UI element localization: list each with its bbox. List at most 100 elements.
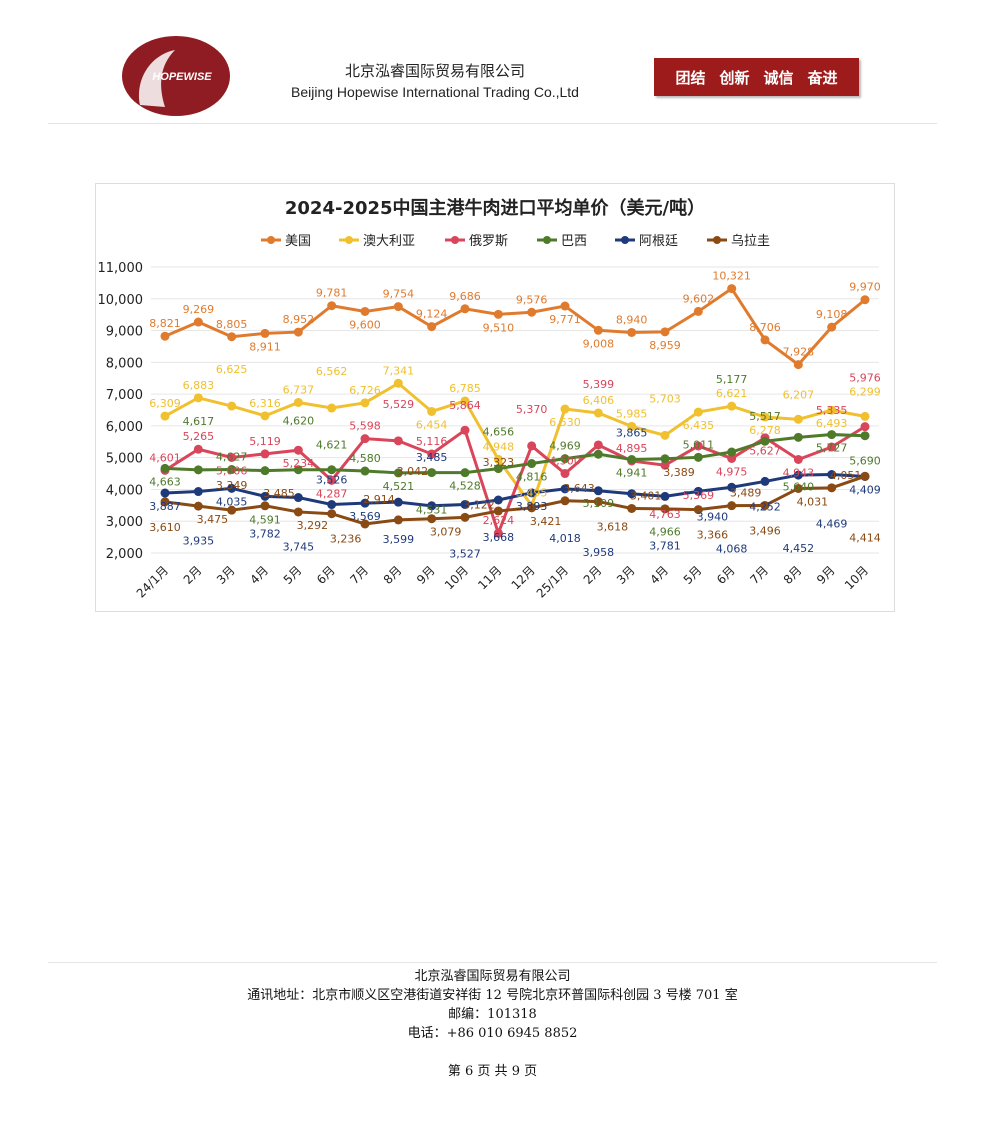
data-label: 4,663	[149, 475, 181, 488]
data-point	[160, 463, 170, 473]
legend-item: 俄罗斯	[445, 234, 508, 249]
data-point	[393, 468, 403, 478]
data-point	[293, 493, 303, 503]
data-label: 3,781	[649, 539, 681, 552]
data-point	[527, 488, 537, 498]
data-label: 3,599	[383, 533, 415, 546]
data-label: 9,602	[683, 292, 715, 305]
data-label: 3,893	[516, 500, 548, 513]
data-point	[827, 405, 837, 415]
data-label: 4,763	[649, 508, 681, 521]
data-point	[827, 442, 837, 452]
data-label: 3,485	[416, 451, 448, 464]
data-label: 4,816	[516, 471, 548, 484]
data-label: 4,531	[416, 504, 448, 517]
x-tick-label: 6月	[714, 563, 738, 587]
data-label: 3,401	[630, 489, 662, 502]
x-tick-label: 4月	[247, 563, 271, 587]
data-label: 3,610	[149, 521, 181, 534]
data-label: 3,236	[330, 533, 362, 546]
data-label: 3,865	[616, 427, 648, 440]
data-label: 8,706	[749, 321, 781, 334]
data-label: 5,864	[449, 399, 481, 412]
data-point	[293, 465, 303, 475]
data-point	[360, 306, 370, 316]
data-point	[427, 406, 437, 416]
x-tick-label: 10月	[842, 563, 871, 592]
data-label: 4,943	[783, 466, 815, 479]
data-point	[493, 454, 503, 464]
data-point	[293, 397, 303, 407]
chart-title: 2024-2025中国主港牛肉进口平均单价（美元/吨）	[285, 197, 705, 219]
data-point	[527, 307, 537, 317]
data-point	[560, 454, 570, 464]
y-tick-label: 3,000	[106, 515, 143, 530]
data-label: 4,252	[749, 500, 781, 513]
y-tick-label: 9,000	[106, 325, 143, 340]
footer-address: 通讯地址：北京市顺义区空港街道安祥街 12 号院北京环普国际科创园 3 号楼 7…	[247, 988, 738, 1003]
data-point	[593, 486, 603, 496]
data-point	[260, 411, 270, 421]
x-tick-label: 6月	[314, 563, 338, 587]
page-number: 第 6 页 共 9 页	[447, 1064, 538, 1079]
data-label: 3,475	[197, 513, 229, 526]
footer-company: 北京泓睿国际贸易有限公司	[414, 969, 571, 984]
data-label: 3,292	[297, 519, 329, 532]
data-point	[860, 411, 870, 421]
legend-item: 巴西	[537, 234, 587, 249]
data-point	[327, 475, 337, 485]
x-tick-label: 10月	[442, 563, 471, 592]
data-point	[693, 306, 703, 316]
data-point	[393, 497, 403, 507]
hopewise-logo: HOPEWISE	[122, 36, 230, 116]
data-label: 5,119	[249, 435, 281, 448]
data-point	[327, 509, 337, 519]
data-point	[660, 454, 670, 464]
data-label: 5,116	[416, 435, 448, 448]
data-point	[827, 430, 837, 440]
svg-text:俄罗斯: 俄罗斯	[469, 234, 508, 249]
data-point	[727, 482, 737, 492]
data-label: 9,781	[316, 287, 348, 300]
data-point	[493, 506, 503, 516]
data-label: 4,521	[383, 480, 415, 493]
data-label: 5,690	[849, 455, 881, 468]
data-label: 6,316	[249, 397, 281, 410]
slogan: 创新	[719, 68, 750, 87]
legend-item: 美国	[261, 234, 311, 249]
data-point	[593, 449, 603, 459]
data-point	[460, 512, 470, 522]
data-point	[727, 284, 737, 294]
data-point	[327, 403, 337, 413]
data-label: 3,569	[349, 510, 381, 523]
data-label: 4,452	[783, 542, 815, 555]
data-label: 4,051	[830, 469, 862, 482]
data-point	[793, 483, 803, 493]
data-point	[393, 515, 403, 525]
data-point	[193, 487, 203, 497]
data-label: 5,529	[383, 398, 415, 411]
x-tick-label: 3月	[614, 563, 638, 587]
footer-phone: 电话：+86 010 6945 8852	[407, 1026, 578, 1041]
data-point	[227, 332, 237, 342]
slogan-banner: 团结 创新 诚信 奋进	[654, 58, 859, 96]
data-point	[593, 325, 603, 335]
data-point	[660, 327, 670, 337]
data-label: 3,421	[530, 515, 562, 528]
y-tick-label: 6,000	[106, 420, 143, 435]
data-label: 5,011	[683, 438, 715, 451]
data-point	[327, 301, 337, 311]
x-tick-label: 9月	[414, 563, 438, 587]
data-point	[260, 328, 270, 338]
data-label: 4,948	[483, 440, 515, 453]
data-label: 4,287	[316, 487, 348, 500]
data-label: 7,341	[383, 364, 415, 377]
data-label: 5,177	[716, 373, 748, 386]
data-label: 5,369	[683, 489, 715, 502]
data-label: 8,805	[216, 318, 248, 331]
data-point	[427, 501, 437, 511]
data-label: 4,656	[483, 426, 515, 439]
series-line	[164, 474, 866, 526]
data-label: 3,485	[263, 487, 295, 500]
data-point	[593, 497, 603, 507]
